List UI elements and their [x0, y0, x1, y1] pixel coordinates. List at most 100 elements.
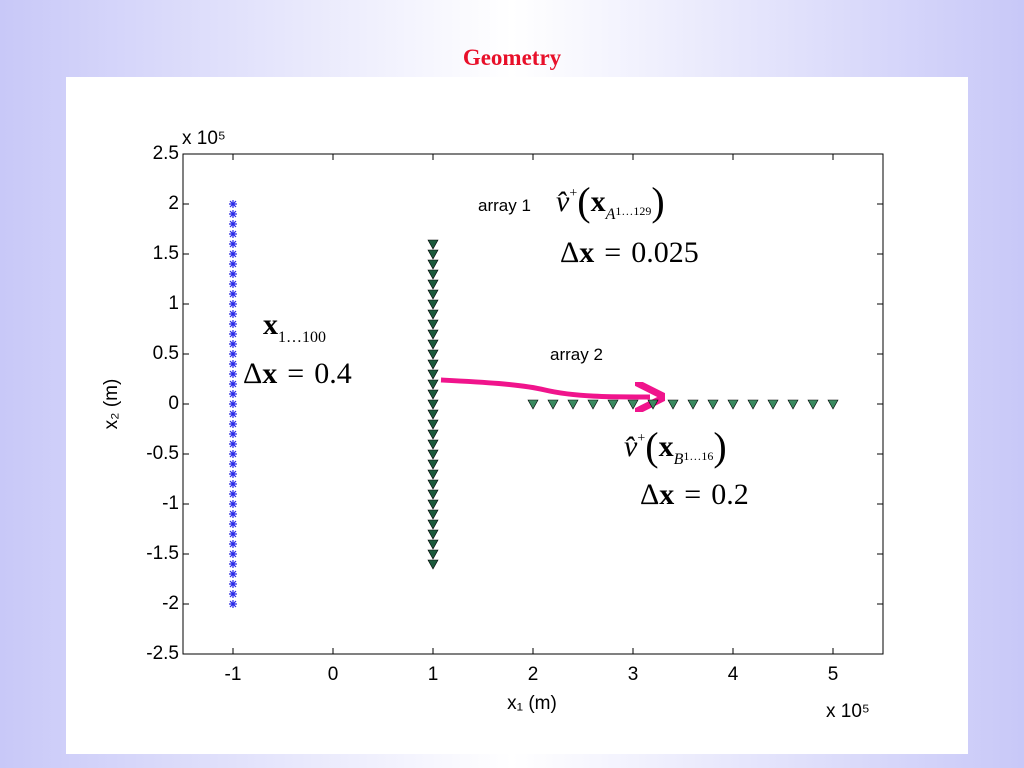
star-marker — [229, 340, 237, 348]
triangle-marker — [427, 259, 439, 270]
triangle-marker — [427, 419, 439, 430]
triangle-marker — [427, 459, 439, 470]
star-marker — [229, 210, 237, 218]
math: ) — [651, 179, 665, 224]
math: x — [590, 185, 606, 218]
triangle-marker — [707, 399, 719, 410]
star-marker — [229, 390, 237, 398]
arrow — [440, 377, 650, 397]
math: 0.4 — [314, 357, 352, 390]
y-multiplier: x 10⁵ — [182, 128, 226, 149]
star-marker — [229, 330, 237, 338]
star-marker — [229, 570, 237, 578]
math: + — [569, 186, 578, 201]
triangle-marker — [427, 339, 439, 350]
triangle-marker — [427, 369, 439, 380]
triangle-marker — [767, 399, 779, 410]
x-tick-label: 1 — [428, 664, 439, 685]
triangle-marker — [527, 399, 539, 410]
triangle-marker — [427, 449, 439, 460]
math: ) — [713, 424, 727, 469]
triangle-marker — [787, 399, 799, 410]
y-tick-label: 2 — [168, 193, 179, 214]
triangle-marker — [747, 399, 759, 410]
triangle-marker — [427, 329, 439, 340]
math: A — [605, 206, 616, 223]
star-marker — [229, 380, 237, 388]
math: + — [637, 431, 646, 446]
triangle-marker — [427, 529, 439, 540]
math: 0.2 — [711, 478, 749, 511]
triangle-marker — [427, 539, 439, 550]
y-tick-label: 0.5 — [153, 343, 179, 364]
annotation: array 1 — [478, 196, 531, 215]
star-marker — [229, 320, 237, 328]
triangle-marker — [627, 399, 639, 410]
triangle-marker — [427, 519, 439, 530]
math: = — [604, 236, 622, 269]
math: ( — [645, 424, 659, 469]
star-marker — [229, 460, 237, 468]
math: x — [579, 236, 595, 269]
math: x — [659, 478, 675, 511]
star-marker — [229, 410, 237, 418]
y-tick-label: 1 — [168, 293, 179, 314]
math: Δ — [243, 357, 263, 390]
triangle-marker — [427, 559, 439, 570]
triangle-marker — [427, 239, 439, 250]
triangle-marker — [607, 399, 619, 410]
triangle-marker — [427, 499, 439, 510]
triangle-marker — [427, 509, 439, 520]
triangle-marker — [427, 279, 439, 290]
triangle-marker — [427, 479, 439, 490]
star-marker — [229, 280, 237, 288]
annotation: x1…100 — [263, 308, 326, 347]
triangle-marker — [427, 379, 439, 390]
triangle-marker — [807, 399, 819, 410]
y-axis-label: x₂ (m) — [101, 379, 122, 430]
star-marker — [229, 450, 237, 458]
star-marker — [229, 520, 237, 528]
triangle-marker — [427, 289, 439, 300]
triangle-marker — [427, 429, 439, 440]
star-marker — [229, 540, 237, 548]
star-marker — [229, 420, 237, 428]
triangle-marker — [427, 389, 439, 400]
star-marker — [229, 300, 237, 308]
math: = — [684, 478, 702, 511]
math: v̂ — [624, 430, 638, 463]
star-marker — [229, 250, 237, 258]
star-marker — [229, 580, 237, 588]
math: 1…100 — [278, 329, 326, 346]
triangle-marker — [547, 399, 559, 410]
triangle-marker — [427, 469, 439, 480]
star-marker — [229, 220, 237, 228]
triangle-marker — [427, 399, 439, 410]
triangle-marker — [427, 309, 439, 320]
y-tick-label: 2.5 — [153, 143, 179, 164]
x-tick-label: 0 — [328, 664, 339, 685]
math: 1…16 — [683, 449, 714, 463]
y-tick-label: -2 — [162, 593, 179, 614]
triangle-marker — [427, 249, 439, 260]
y-tick-label: -2.5 — [146, 643, 179, 664]
figure-panel — [66, 77, 968, 754]
star-marker — [229, 600, 237, 608]
star-marker — [229, 480, 237, 488]
math: ( — [577, 179, 591, 224]
star-marker — [229, 470, 237, 478]
star-marker — [229, 500, 237, 508]
triangle-marker — [727, 399, 739, 410]
triangle-marker — [667, 399, 679, 410]
star-marker — [229, 530, 237, 538]
annotation: Δx = 0.2 — [640, 478, 749, 512]
star-marker — [229, 360, 237, 368]
star-marker — [229, 430, 237, 438]
math: 0.025 — [631, 236, 699, 269]
math: x — [263, 308, 278, 341]
star-marker — [229, 310, 237, 318]
star-marker — [229, 400, 237, 408]
y-tick-label: -0.5 — [146, 443, 179, 464]
math: B — [673, 451, 684, 468]
triangle-marker — [427, 319, 439, 330]
